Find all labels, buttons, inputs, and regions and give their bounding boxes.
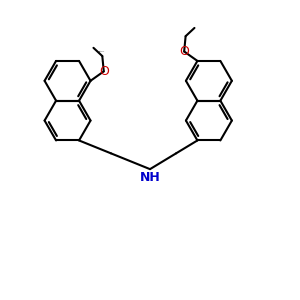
Text: O: O (179, 45, 189, 58)
Text: O: O (99, 65, 109, 78)
Text: NH: NH (140, 171, 160, 184)
Text: methoxy: methoxy (99, 51, 105, 52)
